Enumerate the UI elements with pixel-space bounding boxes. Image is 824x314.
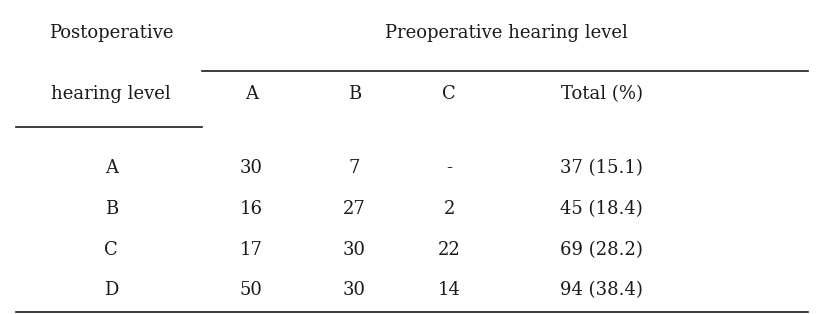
- Text: 45 (18.4): 45 (18.4): [560, 200, 643, 218]
- Text: C: C: [442, 85, 456, 103]
- Text: 69 (28.2): 69 (28.2): [560, 241, 643, 259]
- Text: 22: 22: [438, 241, 461, 259]
- Text: 30: 30: [240, 159, 263, 177]
- Text: 16: 16: [240, 200, 263, 218]
- Text: 27: 27: [343, 200, 366, 218]
- Text: 30: 30: [343, 241, 366, 259]
- Text: Preoperative hearing level: Preoperative hearing level: [386, 24, 628, 42]
- Text: 30: 30: [343, 281, 366, 300]
- Text: 37 (15.1): 37 (15.1): [560, 159, 643, 177]
- Text: Postoperative: Postoperative: [49, 24, 174, 42]
- Text: C: C: [105, 241, 118, 259]
- Text: 14: 14: [438, 281, 461, 300]
- Text: -: -: [446, 159, 452, 177]
- Text: B: B: [348, 85, 361, 103]
- Text: hearing level: hearing level: [51, 85, 171, 103]
- Text: B: B: [105, 200, 118, 218]
- Text: 2: 2: [443, 200, 455, 218]
- Text: D: D: [104, 281, 119, 300]
- Text: 94 (38.4): 94 (38.4): [560, 281, 643, 300]
- Text: A: A: [245, 85, 258, 103]
- Text: A: A: [105, 159, 118, 177]
- Text: 7: 7: [349, 159, 360, 177]
- Text: 17: 17: [240, 241, 263, 259]
- Text: Total (%): Total (%): [560, 85, 643, 103]
- Text: 50: 50: [240, 281, 263, 300]
